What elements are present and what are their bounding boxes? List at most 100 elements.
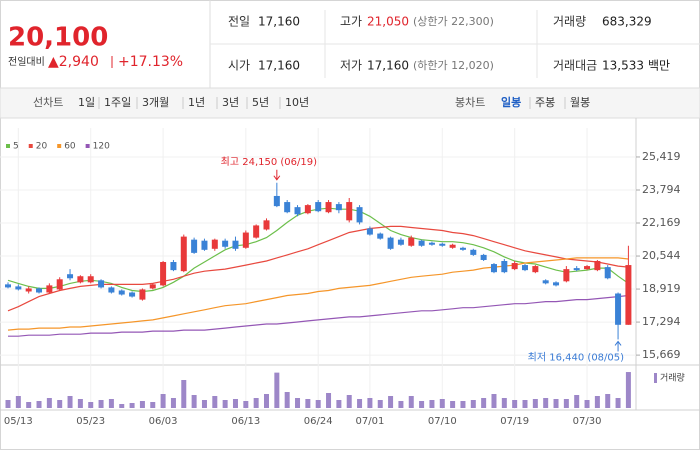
volume-bar (532, 399, 538, 408)
volume-legend-swatch (654, 373, 657, 383)
stat-unit: 백만 (648, 59, 670, 73)
candle-body (377, 233, 384, 239)
legend-label: 120 (93, 142, 110, 152)
period-button[interactable]: 3년 (222, 96, 239, 109)
toolbar-label: 선차트 (33, 96, 63, 109)
candle-body (67, 274, 74, 279)
stat-label: 시가 (228, 59, 250, 73)
moving-average (8, 294, 629, 337)
volume-bar (181, 380, 187, 408)
toolbar (0, 87, 700, 119)
volume-bar (98, 400, 104, 408)
volume-bar (26, 402, 32, 408)
price: 20,100 (8, 23, 108, 53)
candle-body (232, 240, 239, 249)
stat-label: 저가 (340, 59, 362, 73)
candle-body (366, 228, 373, 235)
candle-body (439, 243, 446, 246)
stat-note: (하한가 12,020) (413, 58, 494, 72)
volume-bar (232, 399, 238, 408)
candle-body (604, 267, 611, 279)
legend-swatch (85, 144, 90, 148)
candle-body (5, 284, 11, 288)
period-button[interactable]: 5년 (252, 96, 269, 109)
volume-bar (315, 400, 321, 408)
x-tick-label: 06/03 (149, 416, 178, 427)
candle-body (15, 286, 22, 290)
volume-bar (605, 394, 611, 408)
volume-bar (46, 398, 52, 408)
volume-bar (119, 404, 125, 408)
period-button[interactable]: 1주일 (104, 95, 131, 109)
volume-bar (5, 400, 11, 408)
volume-bar (201, 400, 207, 408)
change-rate: +17.13% (118, 54, 183, 70)
volume-bar (284, 392, 290, 408)
volume-bar (108, 399, 114, 408)
period-button[interactable]: 1년 (188, 96, 205, 109)
y-tick-label: 22,169 (642, 216, 681, 229)
volume-bar (553, 399, 559, 408)
volume-bar (326, 393, 332, 408)
volume-bar (450, 401, 456, 408)
period-button[interactable]: 10년 (285, 96, 309, 109)
volume-bar (398, 401, 404, 408)
x-tick-label: 07/30 (573, 416, 602, 427)
x-tick-label: 07/01 (355, 416, 384, 427)
stat-label: 거래량 (553, 15, 586, 29)
candle-body (594, 260, 601, 271)
candle-body (139, 289, 146, 300)
volume-bar (594, 396, 600, 408)
change-label: 전일대비 (8, 56, 45, 68)
volume-bar (408, 396, 414, 408)
candle-body (387, 237, 394, 249)
candle-body (449, 244, 456, 248)
y-tick-label: 23,794 (642, 183, 681, 196)
stat-value: 17,160 (258, 15, 300, 29)
candle-body (480, 254, 487, 260)
candle-body (56, 279, 63, 290)
candle-body (129, 292, 136, 297)
volume-bar (336, 400, 342, 408)
period-button[interactable]: 3개월 (142, 96, 169, 109)
candle-body (573, 268, 580, 271)
candle-body (625, 265, 632, 325)
stat-value: 21,050 (367, 15, 409, 29)
candle-body (160, 262, 167, 286)
candle-button[interactable]: 월봉 (570, 96, 590, 109)
volume-bar (584, 400, 590, 408)
candle-body (98, 280, 105, 288)
candle-body (522, 265, 528, 271)
candle-body (170, 262, 177, 271)
legend-swatch (28, 144, 33, 148)
candle-body (253, 225, 260, 238)
candle-body (273, 195, 280, 207)
candle-body (46, 285, 53, 293)
legend-label: 20 (36, 142, 48, 152)
candle-body (211, 239, 218, 249)
annotation-arrowhead (614, 340, 622, 346)
stat-value: 17,160 (258, 59, 300, 73)
volume-bar (357, 399, 363, 408)
annotation: 최저 16,440 (08/05) (528, 351, 624, 363)
candle-body (563, 269, 570, 282)
candle-body (542, 280, 549, 284)
volume-bar (67, 396, 73, 408)
candle-body (584, 266, 591, 270)
y-tick-label: 25,419 (642, 150, 681, 163)
change: ▲2,940 (48, 54, 99, 70)
volume-bar (15, 396, 21, 408)
candle-button[interactable]: 주봉 (535, 96, 555, 109)
candle-body (615, 293, 622, 325)
x-tick-label: 05/13 (4, 416, 33, 427)
candle-body (408, 237, 415, 246)
volume-bar (481, 398, 487, 408)
volume-bar (346, 395, 352, 408)
volume-bar (470, 400, 476, 408)
volume-bar (150, 402, 156, 408)
candle-button[interactable]: 일봉 (501, 95, 521, 109)
period-button[interactable]: 1일 (78, 95, 95, 109)
candle-body (304, 205, 311, 214)
volume-bar (460, 401, 466, 408)
